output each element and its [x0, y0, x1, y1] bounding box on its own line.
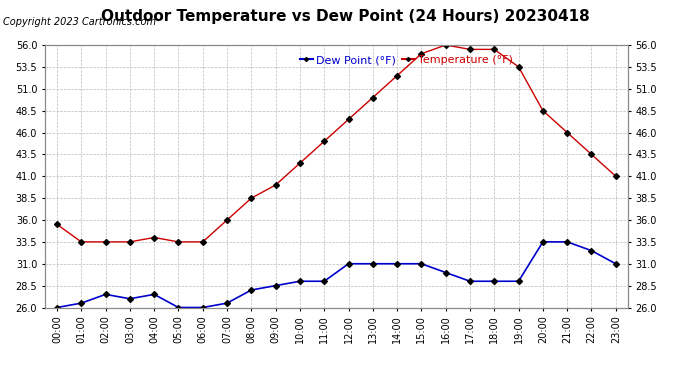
Legend: Dew Point (°F), Temperature (°F): Dew Point (°F), Temperature (°F) [295, 51, 518, 69]
Text: Copyright 2023 Cartronics.com: Copyright 2023 Cartronics.com [3, 17, 157, 27]
Text: Outdoor Temperature vs Dew Point (24 Hours) 20230418: Outdoor Temperature vs Dew Point (24 Hou… [101, 9, 589, 24]
